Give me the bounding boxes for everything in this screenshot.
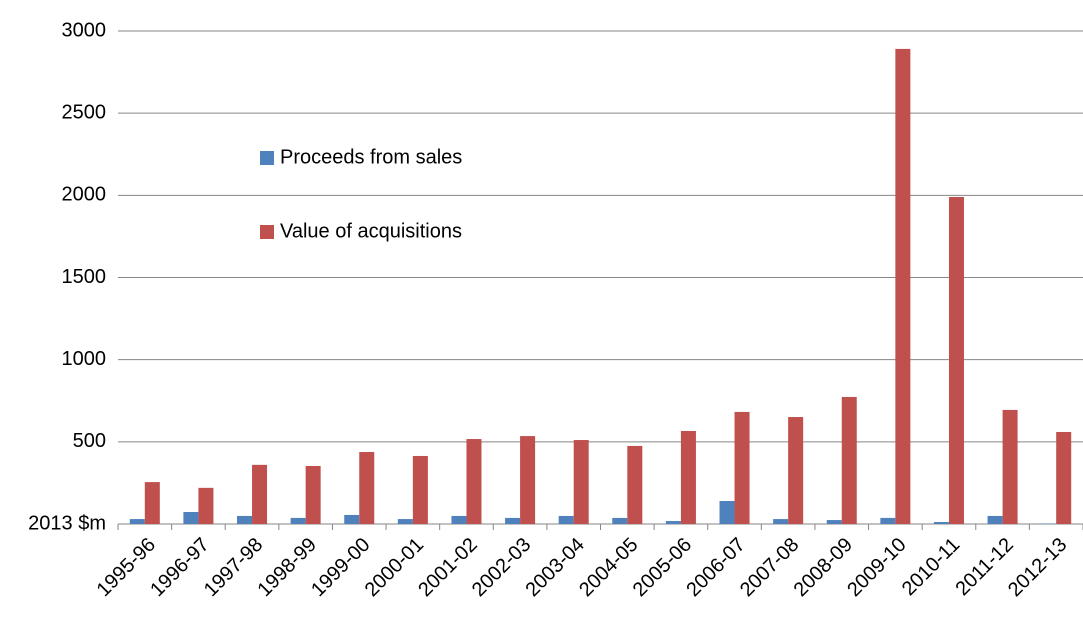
bar (665, 521, 681, 524)
x-tick-label: 1997-98 (200, 534, 267, 601)
bar (933, 522, 949, 524)
bar (144, 482, 160, 524)
bar (466, 439, 482, 524)
bar (520, 436, 536, 524)
x-tick-label: 2002-03 (468, 534, 535, 601)
y-tick-label: 1500 (62, 266, 107, 288)
x-tick-label: 2007-08 (736, 534, 803, 601)
bar (451, 515, 467, 524)
x-tick-label: 1999-00 (307, 534, 374, 601)
bar (359, 452, 375, 524)
bar (627, 445, 643, 524)
x-tick-label: 1996-97 (146, 534, 213, 601)
bar (344, 514, 360, 524)
x-tick-label: 2004-05 (575, 534, 642, 601)
x-tick-label: 1998-99 (253, 534, 320, 601)
bar (841, 396, 857, 524)
bar (612, 517, 628, 524)
bar (987, 515, 1003, 524)
bar (1002, 409, 1018, 524)
legend-label: Proceeds from sales (280, 146, 462, 168)
x-tick-label: 2003-04 (522, 534, 589, 601)
bar (129, 519, 145, 524)
y-tick-label: 1000 (62, 348, 107, 370)
bar (183, 512, 199, 524)
bar (505, 517, 521, 524)
bar (573, 440, 589, 524)
bar (895, 48, 911, 525)
bar (948, 196, 964, 524)
bar (1056, 431, 1072, 524)
bar (305, 465, 321, 524)
bar (826, 520, 842, 524)
y-tick-label: 2500 (62, 101, 107, 123)
y-tick-label: 500 (73, 430, 106, 452)
bar (198, 487, 214, 524)
y-tick-label: 2013 $m (28, 512, 106, 534)
bar (397, 519, 413, 524)
y-tick-label: 3000 (62, 19, 107, 41)
legend-swatch (260, 225, 274, 239)
x-tick-label: 2006-07 (682, 534, 749, 601)
legend-swatch (260, 151, 274, 165)
bar (290, 517, 306, 524)
bar (252, 464, 268, 524)
x-tick-label: 2009-10 (843, 534, 910, 601)
bar (773, 519, 789, 524)
bar (880, 517, 896, 524)
x-tick-label: 2005-06 (629, 534, 696, 601)
x-tick-label: 2001-02 (414, 534, 481, 601)
x-tick-label: 2010-11 (898, 534, 964, 600)
x-tick-label: 1995-96 (93, 534, 160, 601)
x-tick-label: 2008-09 (790, 534, 857, 601)
y-tick-label: 2000 (62, 184, 107, 206)
bar (788, 417, 804, 524)
bar (680, 430, 696, 524)
bar (734, 411, 750, 524)
bar (237, 515, 253, 524)
bar (719, 500, 735, 524)
x-tick-label: 2000-01 (361, 534, 428, 601)
bar (412, 455, 428, 524)
legend-label: Value of acquisitions (280, 220, 462, 242)
bar (558, 515, 574, 524)
x-tick-label: 2012-13 (1004, 534, 1071, 601)
